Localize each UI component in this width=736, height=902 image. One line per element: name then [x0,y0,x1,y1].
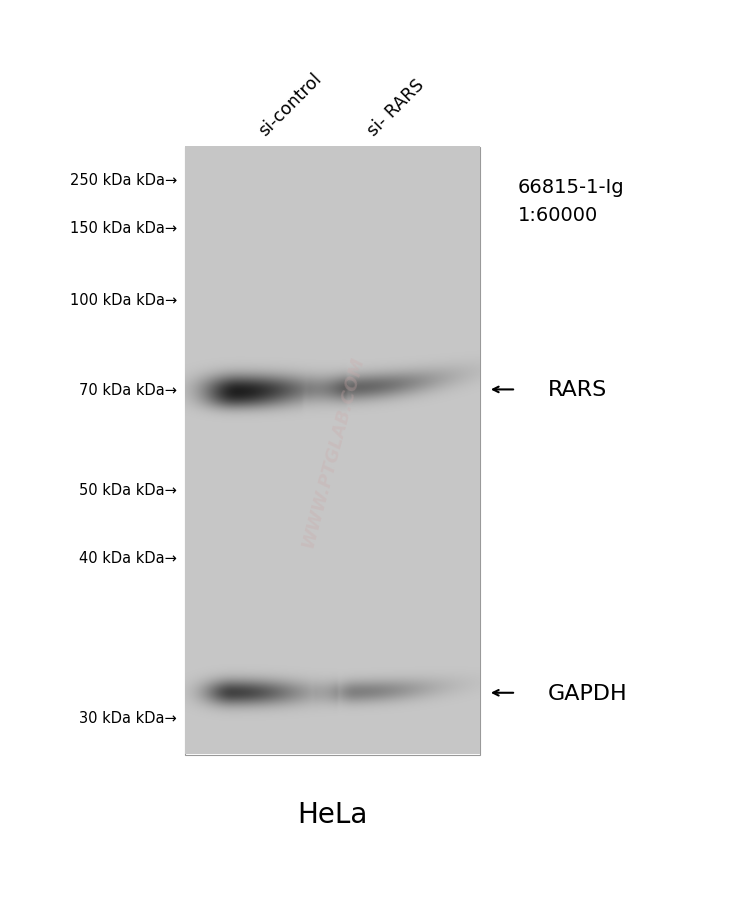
Text: 40 kDa kDa→: 40 kDa kDa→ [79,550,177,566]
Text: si- RARS: si- RARS [364,77,428,140]
Text: 70 kDa kDa→: 70 kDa kDa→ [79,382,177,398]
Bar [185,148,480,755]
Text: 250 kDa kDa→: 250 kDa kDa→ [70,172,177,188]
Text: RARS: RARS [548,380,607,400]
Text: si-control: si-control [255,70,325,140]
Text: HeLa: HeLa [297,800,368,828]
Text: 66815-1-Ig
1:60000: 66815-1-Ig 1:60000 [518,178,625,225]
Text: GAPDH: GAPDH [548,683,628,703]
Text: 50 kDa kDa→: 50 kDa kDa→ [79,483,177,498]
Text: WWW.PTGLAB.COM: WWW.PTGLAB.COM [298,354,367,549]
Text: 100 kDa kDa→: 100 kDa kDa→ [70,292,177,308]
Text: 30 kDa kDa→: 30 kDa kDa→ [79,711,177,725]
Text: 150 kDa kDa→: 150 kDa kDa→ [70,220,177,235]
